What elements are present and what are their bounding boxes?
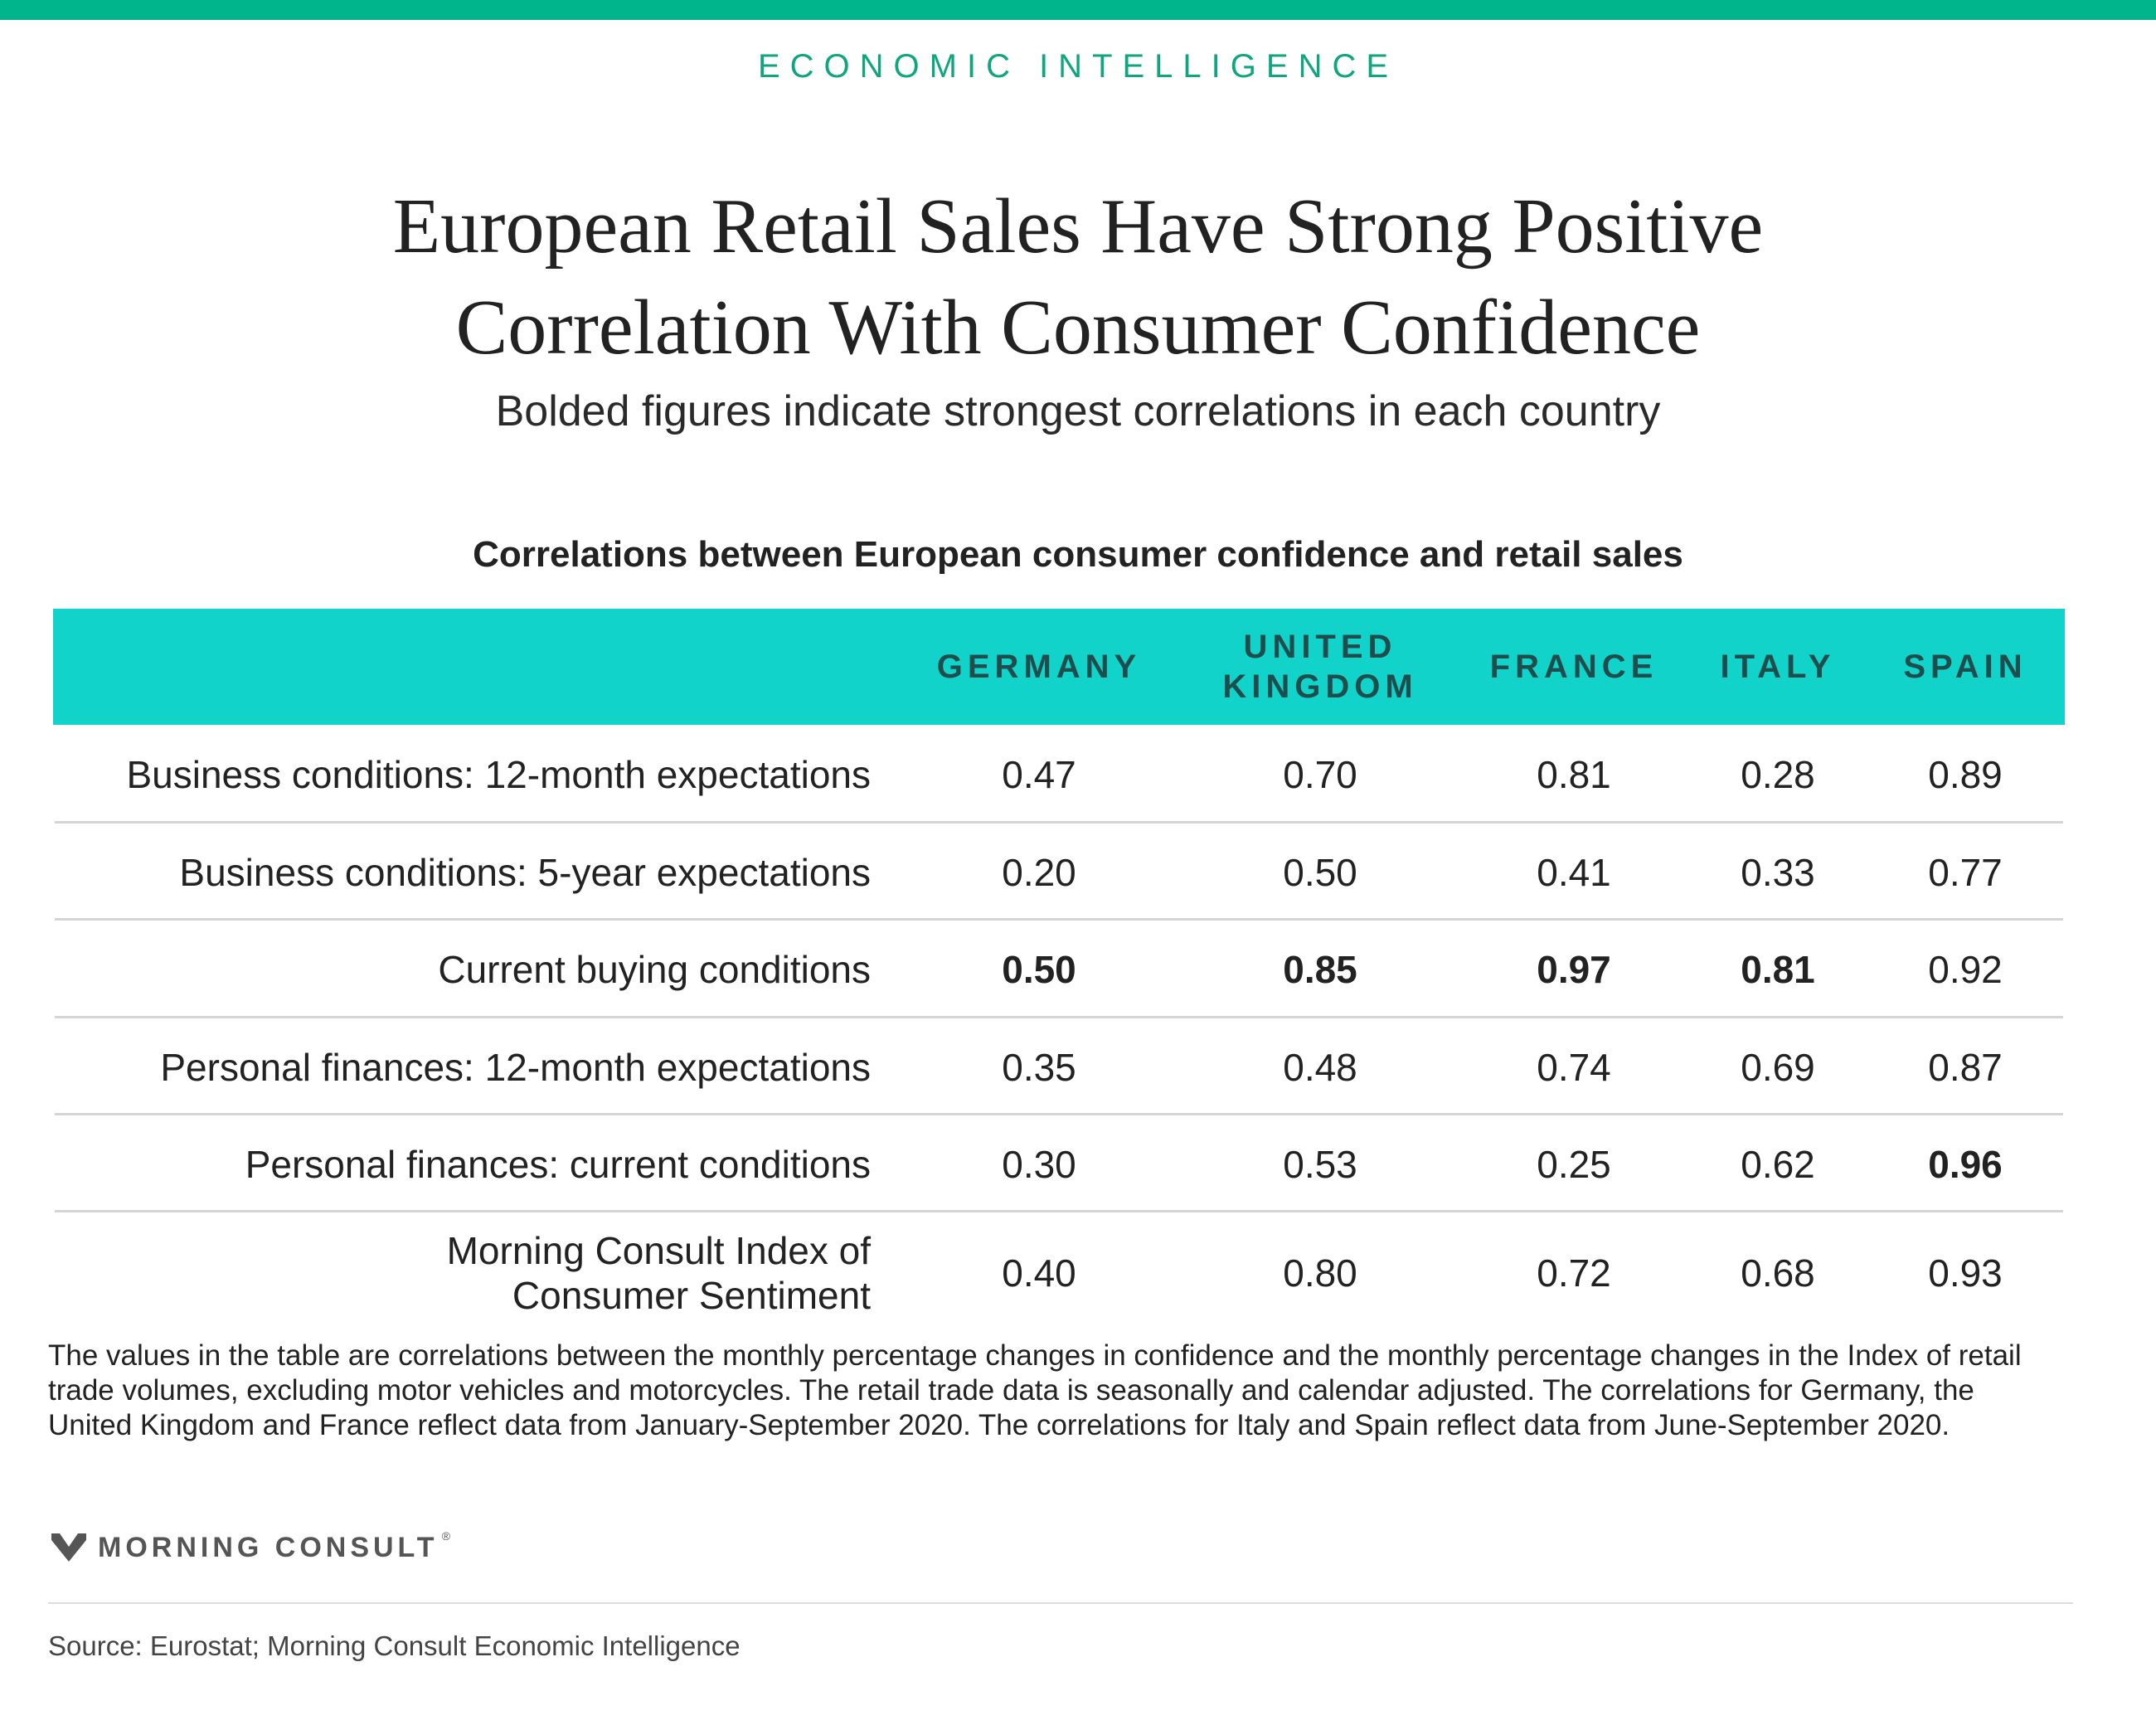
table-cell: 0.53 xyxy=(1283,1143,1357,1186)
brand-name: MORNING CONSULT xyxy=(98,1531,439,1563)
table-cell: 0.50 xyxy=(1002,948,1076,991)
table-cell: 0.48 xyxy=(1283,1046,1357,1089)
column-header-italy: ITALY xyxy=(1720,649,1836,685)
table-cell: 0.20 xyxy=(1002,851,1076,894)
row-label: Business conditions: 12-month expectatio… xyxy=(126,753,871,796)
table-cell: 0.40 xyxy=(1002,1251,1076,1295)
table-cell: 0.25 xyxy=(1537,1143,1611,1186)
column-header-germany: GERMANY xyxy=(936,649,1142,685)
table-cell: 0.93 xyxy=(1928,1251,2003,1295)
row-label: Morning Consult Index of Consumer Sentim… xyxy=(446,1229,871,1317)
methodology-note: The values in the table are correlations… xyxy=(48,1339,2022,1441)
table-cell: 0.85 xyxy=(1283,948,1357,991)
row-label: Current buying conditions xyxy=(438,948,871,991)
brand-trademark: ® xyxy=(441,1529,450,1543)
subtitle: Bolded figures indicate strongest correl… xyxy=(495,387,1661,435)
source-line: Source: Eurostat; Morning Consult Econom… xyxy=(48,1630,741,1661)
row-divider xyxy=(55,1113,2063,1115)
table-cell: 0.96 xyxy=(1928,1143,2003,1186)
table-cell: 0.81 xyxy=(1537,753,1611,796)
morning-consult-logo-icon xyxy=(51,1533,86,1562)
row-divider xyxy=(55,1210,2063,1212)
footer-divider xyxy=(48,1602,2073,1604)
table-cell: 0.92 xyxy=(1928,948,2003,991)
table-cell: 0.80 xyxy=(1283,1251,1357,1295)
row-divider xyxy=(55,821,2063,824)
table-cell: 0.70 xyxy=(1283,753,1357,796)
table-cell: 0.69 xyxy=(1741,1046,1815,1089)
table-cell: 0.33 xyxy=(1741,851,1815,894)
table-cell: 0.74 xyxy=(1537,1046,1611,1089)
table-cell: 0.41 xyxy=(1537,851,1611,894)
table-cell: 0.30 xyxy=(1002,1143,1076,1186)
row-label: Personal finances: 12-month expectations xyxy=(160,1046,871,1089)
brand: MORNING CONSULT ® xyxy=(51,1529,450,1566)
table-cell: 0.50 xyxy=(1283,851,1357,894)
table-cell: 0.68 xyxy=(1741,1251,1815,1295)
kicker: ECONOMIC INTELLIGENCE xyxy=(757,48,1399,85)
column-header-spain: SPAIN xyxy=(1903,649,2027,685)
row-label: Business conditions: 5-year expectations xyxy=(179,851,871,894)
row-divider xyxy=(55,918,2063,921)
row-divider xyxy=(55,1016,2063,1018)
table-cell: 0.81 xyxy=(1741,948,1815,991)
row-label: Personal finances: current conditions xyxy=(245,1143,871,1186)
table-cell: 0.35 xyxy=(1002,1046,1076,1089)
table-cell: 0.89 xyxy=(1928,753,2003,796)
table-cell: 0.72 xyxy=(1537,1251,1611,1295)
column-header-france: FRANCE xyxy=(1489,649,1658,685)
column-header-united-kingdom: UNITED KINGDOM xyxy=(1222,629,1418,705)
table-cell: 0.97 xyxy=(1537,948,1611,991)
table-cell: 0.47 xyxy=(1002,753,1076,796)
table-cell: 0.77 xyxy=(1928,851,2003,894)
table-cell: 0.87 xyxy=(1928,1046,2003,1089)
table-title: Correlations between European consumer c… xyxy=(473,534,1683,575)
table-cell: 0.62 xyxy=(1741,1143,1815,1186)
table-cell: 0.28 xyxy=(1741,753,1815,796)
page-title: European Retail Sales Have Strong Positi… xyxy=(392,183,1764,371)
table-header-band xyxy=(53,609,2065,725)
top-accent-bar xyxy=(0,0,2156,20)
